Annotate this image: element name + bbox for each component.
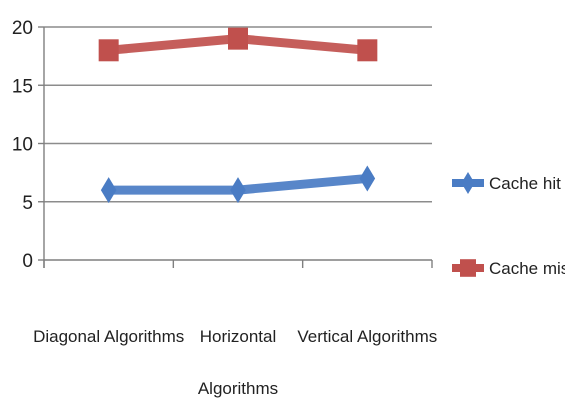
y-axis: 0 5 10 15 20 [12, 18, 45, 272]
legend-swatch-marker [461, 172, 475, 194]
data-point [359, 165, 376, 192]
data-point [100, 177, 117, 204]
y-tick-label: 5 [22, 193, 33, 214]
y-tick-label: 10 [12, 135, 33, 156]
y-tick-label: 15 [12, 76, 33, 97]
x-tick-label: Horizontal Algorithms [198, 327, 278, 398]
data-point [98, 39, 119, 62]
legend-swatch-marker [460, 259, 476, 277]
y-tick-label: 0 [22, 251, 33, 272]
legend: Cache hit Cache miss [452, 172, 565, 278]
data-point [230, 177, 246, 204]
x-tick-label: Diagonal Algorithms [33, 327, 184, 346]
data-point [357, 39, 378, 62]
data-point [228, 27, 248, 50]
legend-label: Cache miss [489, 259, 565, 278]
gridlines [44, 26, 432, 261]
x-axis: Diagonal Algorithms Horizontal Algorithms V… [33, 260, 437, 398]
y-tick-label: 20 [12, 18, 33, 39]
x-tick-label: Vertical Algorithms [297, 327, 437, 346]
series-group [98, 27, 378, 204]
legend-label: Cache hit [489, 174, 561, 193]
